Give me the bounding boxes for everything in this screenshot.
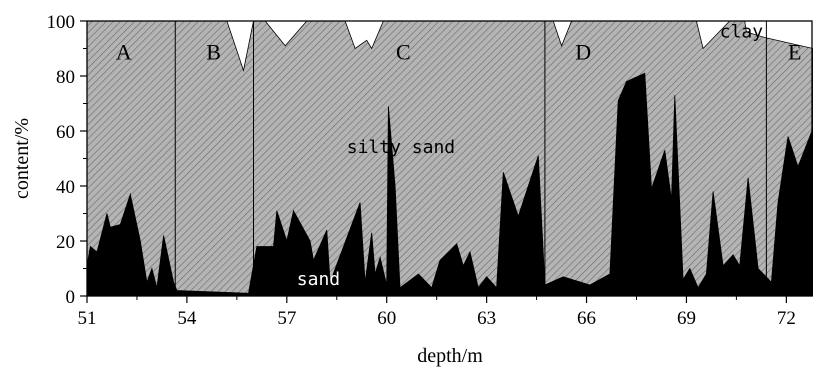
sand-area (86, 72, 813, 297)
y-tick-label: 100 (47, 12, 76, 33)
zone-label: C (396, 40, 411, 65)
zone-label: A (116, 40, 132, 65)
x-tick-label: 54 (177, 308, 197, 329)
layer-labels: silty sand sand clay (297, 22, 763, 291)
y-tick-label: 60 (56, 122, 75, 143)
x-tick-label: 60 (377, 308, 396, 329)
zone-label: B (206, 40, 221, 65)
x-tick-label: 66 (577, 308, 596, 329)
zone-label: E (788, 40, 801, 65)
zone-boundaries (174, 21, 767, 296)
y-tick-label: 0 (66, 287, 76, 308)
layer-label: clay (720, 22, 764, 43)
x-tick-label: 57 (277, 308, 296, 329)
layer-label: silty sand (347, 137, 455, 158)
x-tick-label: 69 (677, 308, 696, 329)
x-tick-label: 63 (477, 308, 496, 329)
y-tick-label: 80 (56, 67, 75, 88)
y-tick-label: 20 (56, 232, 75, 253)
layer-label: sand (297, 269, 340, 290)
zone-labels: A B C D E (116, 40, 802, 65)
plot-area (86, 20, 813, 297)
x-axis-title: depth/m (417, 345, 483, 367)
x-tick-label: 72 (777, 308, 796, 329)
y-axis-title: content/% (11, 118, 33, 199)
y-axis: 0 20 40 60 80 100 (47, 12, 87, 308)
x-tick-label: 51 (78, 308, 97, 329)
zone-label: D (575, 40, 591, 65)
y-tick-label: 40 (56, 177, 75, 198)
x-axis: 51 54 57 60 63 66 69 72 (78, 296, 796, 329)
